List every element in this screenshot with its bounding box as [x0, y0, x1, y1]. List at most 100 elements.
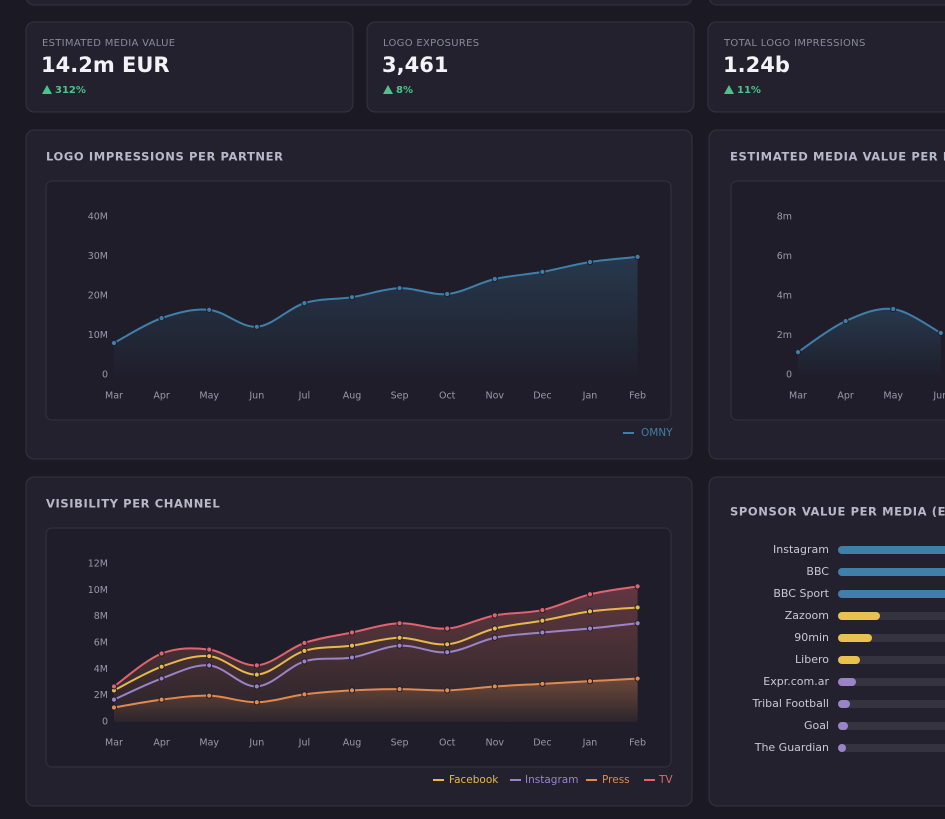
y-tick-label: 10M [88, 330, 108, 341]
area [798, 308, 941, 375]
point [890, 305, 897, 313]
point [491, 634, 498, 641]
x-tick-label: Nov [486, 738, 505, 749]
point [301, 647, 308, 655]
point [206, 692, 213, 699]
bar [838, 568, 945, 576]
chart-title: LOGO IMPRESSIONS PER PARTNER [46, 150, 284, 164]
bar [838, 700, 850, 708]
kpi-label: TOTAL LOGO IMPRESSIONS [723, 38, 866, 49]
x-tick-label: Aug [343, 738, 362, 749]
point [444, 649, 451, 656]
x-tick-label: May [199, 738, 219, 749]
bar-label: BBC [806, 565, 829, 578]
line [113, 255, 638, 344]
x-tick-label: Oct [439, 391, 456, 402]
point [396, 285, 403, 292]
point [634, 604, 641, 611]
point [348, 654, 356, 661]
bar-track [838, 744, 945, 752]
point [110, 704, 118, 711]
point [491, 683, 498, 690]
y-tick-label: 6m [777, 251, 792, 262]
kpi-change: 11% [737, 85, 761, 96]
point [396, 620, 403, 627]
bar-label: Libero [795, 653, 829, 666]
x-tick-label: Jan [582, 738, 598, 749]
x-tick-label: May [883, 391, 903, 402]
point [253, 671, 260, 678]
x-tick-label: Jul [298, 738, 310, 749]
up-icon [383, 85, 393, 94]
line [113, 606, 638, 692]
bar-track [838, 678, 945, 686]
point [253, 699, 260, 706]
x-tick-label: Apr [153, 738, 170, 749]
point [110, 683, 118, 690]
chart-title: SPONSOR VALUE PER MEDIA (EUR) [730, 505, 945, 519]
x-tick-label: Oct [439, 738, 456, 749]
bar [838, 744, 846, 752]
x-tick-label: Mar [105, 391, 123, 402]
point [348, 687, 356, 694]
point [158, 650, 165, 657]
y-tick-label: 40M [88, 212, 108, 223]
kpi-value: 3,461 [382, 53, 448, 77]
kpi-label: ESTIMATED MEDIA VALUE [42, 38, 175, 49]
x-tick-label: Nov [486, 391, 505, 402]
x-tick-label: Mar [105, 738, 123, 749]
point [110, 696, 118, 703]
card [709, 0, 945, 6]
x-tick-label: Apr [153, 391, 170, 402]
x-tick-label: Apr [837, 391, 854, 402]
point [444, 641, 451, 648]
point [539, 606, 546, 614]
area [114, 256, 638, 375]
x-tick-label: Jun [248, 391, 264, 402]
bar-label: 90min [794, 631, 829, 644]
y-tick-label: 20M [88, 291, 108, 302]
point [539, 680, 546, 687]
point [586, 625, 594, 632]
up-icon [724, 85, 734, 94]
x-tick-label: Aug [343, 391, 362, 402]
point [634, 675, 641, 682]
point [253, 683, 260, 690]
point [110, 339, 118, 347]
x-tick-label: Feb [629, 738, 646, 749]
bar-label: BBC Sport [773, 587, 829, 600]
bar-label: Instagram [773, 543, 829, 556]
point [444, 625, 451, 632]
bar-track [838, 656, 945, 664]
point [634, 253, 641, 260]
x-tick-label: Dec [533, 738, 551, 749]
y-tick-label: 30M [88, 251, 108, 262]
kpi-card [366, 21, 695, 113]
point [586, 258, 594, 266]
bar-label: Goal [804, 719, 829, 732]
legend-label: Press [602, 774, 630, 786]
y-tick-label: 2M [94, 690, 108, 701]
y-tick-label: 0 [102, 717, 108, 728]
point [206, 306, 213, 313]
bar [838, 678, 856, 686]
x-tick-label: Jun [932, 391, 945, 402]
line [113, 622, 638, 701]
bar [838, 612, 880, 620]
point [539, 268, 546, 276]
point [539, 629, 546, 636]
y-tick-label: 6M [94, 638, 108, 649]
point [158, 696, 165, 703]
chart-title: VISIBILITY PER CHANNEL [46, 497, 220, 511]
point [842, 317, 849, 325]
bar-label: Tribal Football [751, 697, 829, 710]
kpi-change: 8% [396, 85, 413, 96]
point [301, 691, 308, 698]
bar [838, 546, 945, 554]
point [491, 612, 498, 619]
bar [838, 656, 860, 664]
point [937, 329, 944, 337]
point [396, 634, 403, 641]
bar-label: Expr.com.ar [763, 675, 829, 688]
